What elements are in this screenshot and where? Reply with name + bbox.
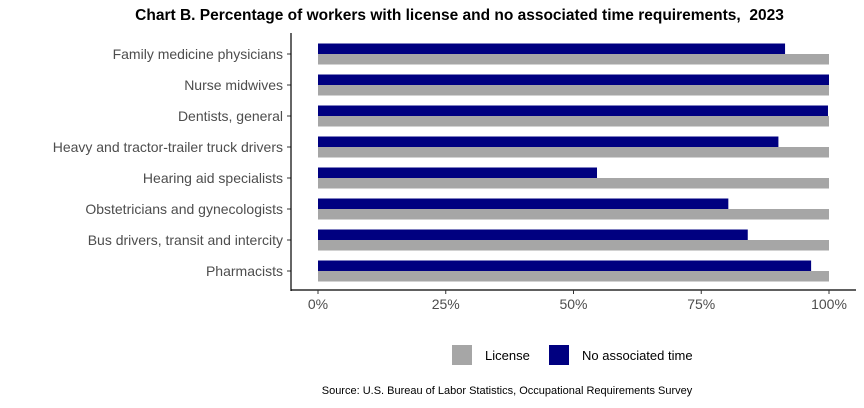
bar-no-associated-time: [318, 198, 729, 209]
x-tick-label: 0%: [308, 296, 328, 312]
bar-license: [318, 178, 829, 189]
legend-swatch: [452, 345, 472, 365]
x-tick-label: 25%: [432, 296, 460, 312]
bar-license: [318, 240, 829, 251]
bar-no-associated-time: [318, 167, 598, 178]
bar-license: [318, 85, 829, 96]
bar-license: [318, 147, 829, 158]
category-label: Family medicine physicians: [113, 46, 283, 62]
chart-title: Chart B. Percentage of workers with lice…: [135, 7, 784, 24]
bar-no-associated-time: [318, 136, 779, 147]
category-label: Bus drivers, transit and intercity: [88, 232, 283, 248]
bar-license: [318, 116, 829, 127]
legend-label: No associated time: [582, 348, 693, 363]
x-tick-label: 100%: [811, 296, 847, 312]
bar-license: [318, 54, 829, 65]
bar-no-associated-time: [318, 229, 748, 240]
x-tick-label: 75%: [687, 296, 715, 312]
bar-no-associated-time: [318, 43, 786, 54]
bar-no-associated-time: [318, 105, 828, 116]
bar-license: [318, 209, 829, 220]
x-tick-label: 50%: [559, 296, 587, 312]
category-label: Dentists, general: [178, 108, 283, 124]
category-label: Heavy and tractor-trailer truck drivers: [53, 139, 283, 155]
category-label: Pharmacists: [206, 263, 283, 279]
bar-license: [318, 271, 829, 282]
legend-swatch: [549, 345, 569, 365]
bar-no-associated-time: [318, 260, 812, 271]
category-label: Obstetricians and gynecologists: [85, 201, 283, 217]
bar-no-associated-time: [318, 74, 829, 85]
source-note: Source: U.S. Bureau of Labor Statistics,…: [321, 385, 693, 397]
category-label: Nurse midwives: [184, 77, 283, 93]
category-label: Hearing aid specialists: [143, 170, 283, 186]
legend-label: License: [485, 348, 530, 363]
